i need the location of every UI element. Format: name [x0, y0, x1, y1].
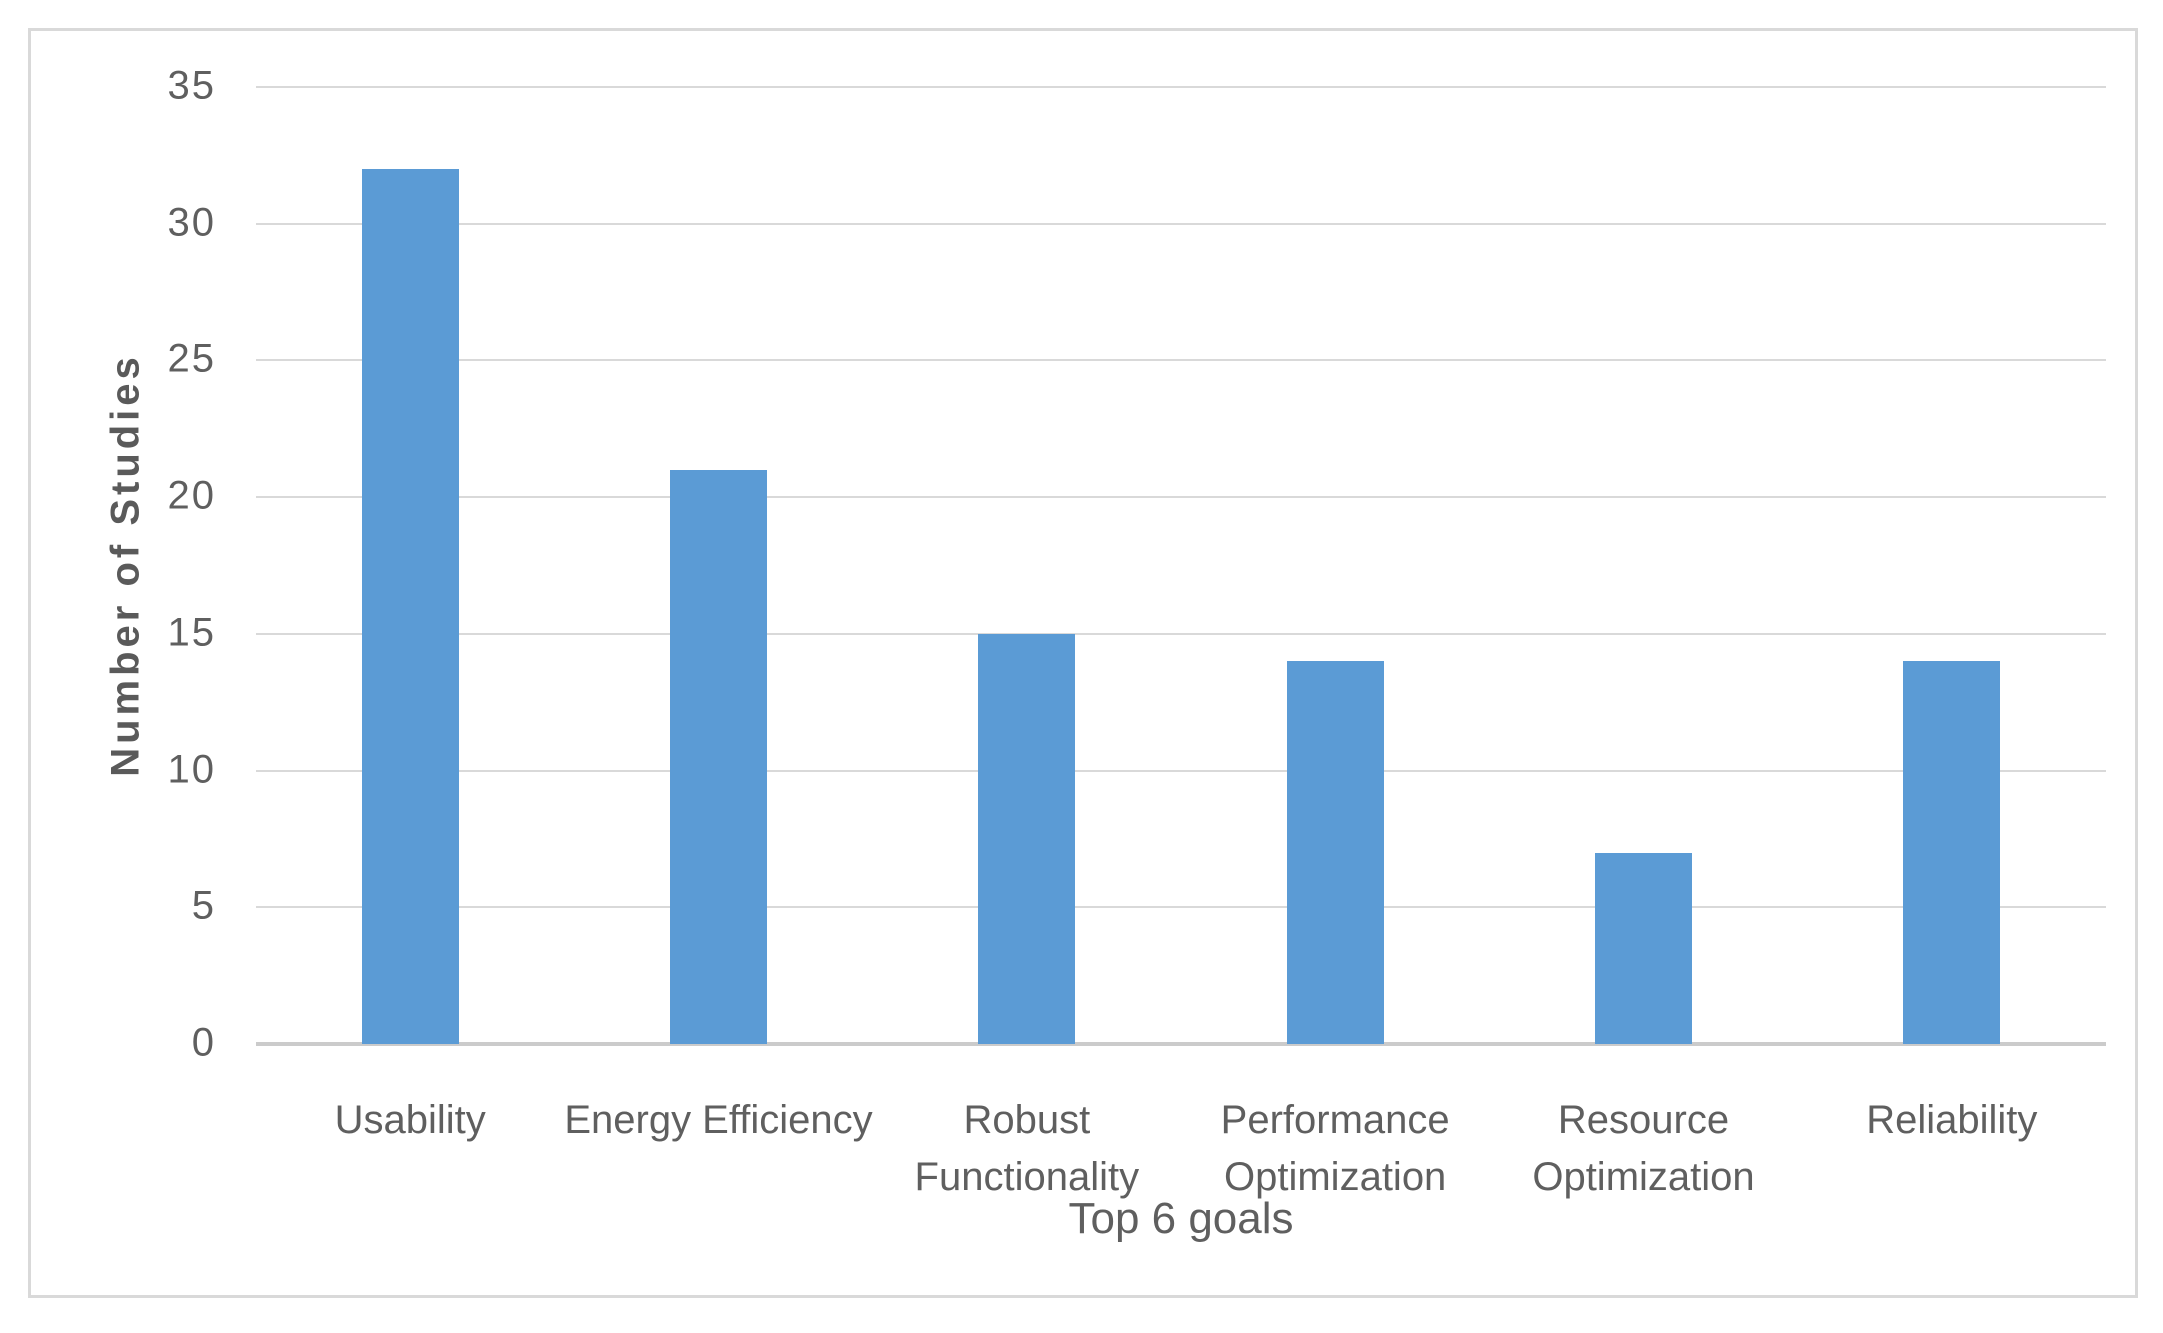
x-category-label: Resource Optimization: [1532, 1098, 1755, 1199]
gridline: [256, 769, 2106, 772]
y-axis-title: Number of Studies: [103, 353, 148, 777]
y-tick-label: 25: [167, 336, 216, 381]
y-tick-label: 30: [167, 200, 216, 245]
bar-robust-functionality: [978, 633, 1076, 1044]
gridline: [256, 496, 2106, 499]
bar-resource-optimization: [1595, 852, 1692, 1044]
y-tick-label: 0: [191, 1020, 216, 1065]
gridline: [256, 86, 2106, 88]
y-tick-label: 20: [167, 473, 216, 518]
y-tick-label: 5: [191, 883, 216, 928]
x-category-label: Robust Functionality: [914, 1098, 1140, 1199]
bar-energy-efficiency: [670, 469, 767, 1044]
x-axis-line: [256, 1042, 2106, 1046]
x-category-label: Performance Optimization: [1220, 1098, 1450, 1199]
x-category-label: Reliability: [1866, 1098, 2038, 1142]
y-tick-label: 10: [167, 746, 216, 791]
gridline: [256, 222, 2106, 225]
x-category-label: Usability: [334, 1098, 486, 1142]
bar-usability: [361, 169, 459, 1044]
gridline: [256, 632, 2106, 635]
x-axis-title: Top 6 goals: [1068, 1194, 1294, 1243]
chart-border-box: Number of Studies 0 5 10 15 20 25 30 35 Usabili…: [28, 28, 2138, 1298]
gridline: [256, 906, 2106, 909]
gridline: [256, 359, 2106, 362]
y-tick-label: 35: [167, 63, 216, 108]
y-tick-label: 15: [167, 610, 216, 655]
x-category-label: Energy Efficiency: [564, 1098, 873, 1142]
bar-reliability: [1903, 661, 2001, 1044]
plot-area: [256, 86, 2106, 1046]
bar-performance-optimization: [1286, 661, 1384, 1044]
